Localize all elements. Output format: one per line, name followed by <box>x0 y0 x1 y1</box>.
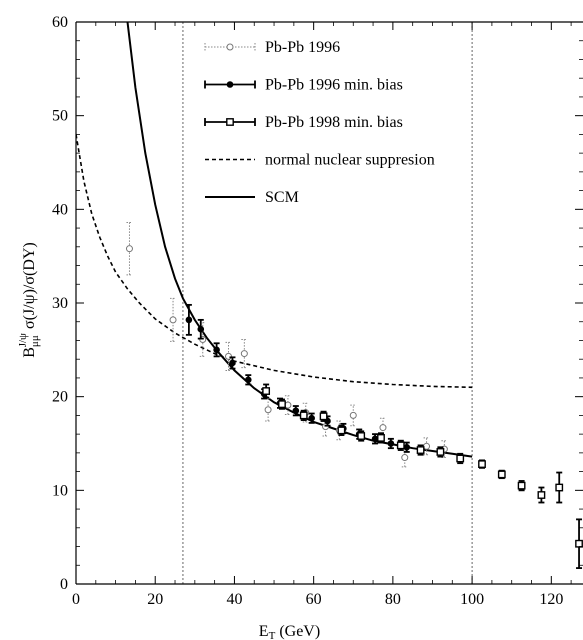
axes: 0 10 20 30 40 50 60 0 20 40 60 80 100 120 <box>52 14 583 608</box>
data-point <box>537 491 546 499</box>
data-point <box>169 316 177 324</box>
data-point <box>229 359 236 367</box>
x-tick-label: 80 <box>385 591 401 608</box>
x-tick-label: 120 <box>539 591 563 608</box>
axis-titles: ET (GeV) BμμJ/ψ σ(J/ψ)/σ(DY) <box>17 242 320 640</box>
series-2 <box>185 303 411 453</box>
y-tick-label: 30 <box>52 295 68 312</box>
legend-label: Pb-Pb 1996 <box>265 39 340 56</box>
x-tick-label: 20 <box>147 591 163 608</box>
data-point <box>264 406 272 414</box>
x-axis-title: ET (GeV) <box>259 623 320 640</box>
y-tick-label: 60 <box>52 14 68 31</box>
data-point <box>357 432 366 440</box>
y-tick-label: 20 <box>52 389 68 406</box>
error-bar <box>241 339 248 369</box>
data-point <box>240 350 248 358</box>
data-point <box>379 424 387 432</box>
legend-item: SCM <box>205 189 299 206</box>
data-point <box>308 414 315 422</box>
data-points <box>125 221 583 569</box>
error-bar <box>126 221 133 276</box>
y-tick-label: 0 <box>60 576 68 593</box>
y-tick-label: 10 <box>52 482 68 499</box>
legend-marker <box>226 118 234 126</box>
data-point <box>396 441 405 450</box>
data-point <box>278 400 286 409</box>
error-bar <box>441 440 448 459</box>
error-bar <box>225 341 232 371</box>
data-point <box>436 448 445 456</box>
data-point <box>371 435 379 443</box>
data-point <box>403 443 411 451</box>
series-3 <box>262 383 583 569</box>
error-bar <box>423 437 430 456</box>
legend-marker <box>226 81 234 88</box>
data-point <box>575 539 583 548</box>
normal-suppression-curve <box>76 134 473 389</box>
legend-label: normal nuclear suppresion <box>265 152 435 169</box>
data-point <box>245 376 252 384</box>
y-axis-title: BμμJ/ψ σ(J/ψ)/σ(DY) <box>17 242 41 358</box>
legend-item: normal nuclear suppresion <box>205 152 435 169</box>
legend-label: SCM <box>265 189 299 206</box>
data-point <box>185 316 193 324</box>
x-tick-label: 60 <box>306 591 322 608</box>
data-point <box>337 426 346 435</box>
legend-item: Pb-Pb 1998 min. bias <box>204 114 403 131</box>
legend-item: Pb-Pb 1996 <box>204 39 340 56</box>
legend-label: Pb-Pb 1998 min. bias <box>265 114 403 131</box>
y-tick-label: 40 <box>52 201 68 218</box>
data-point <box>197 325 205 333</box>
data-point <box>224 352 232 360</box>
data-point <box>299 411 308 420</box>
legend-marker <box>226 43 234 51</box>
x-tick-label: 0 <box>72 591 80 608</box>
legend-item: Pb-Pb 1996 min. bias <box>204 77 403 94</box>
y-tick-label: 50 <box>52 108 68 125</box>
series-1 <box>125 221 448 468</box>
data-point <box>478 460 486 469</box>
x-tick-label: 100 <box>460 591 484 608</box>
data-point <box>349 411 357 419</box>
data-point <box>377 433 385 442</box>
data-point <box>456 454 465 463</box>
data-point <box>319 412 328 421</box>
reference-lines <box>182 22 473 584</box>
data-point <box>555 483 564 492</box>
legend: Pb-Pb 1996 Pb-Pb 1996 min. bias Pb-Pb 1998… <box>204 39 435 206</box>
data-point <box>125 245 133 253</box>
data-point <box>213 346 220 354</box>
data-point <box>517 481 526 490</box>
data-point <box>497 470 506 479</box>
x-tick-label: 40 <box>226 591 242 608</box>
data-point <box>401 454 409 462</box>
data-point <box>292 407 300 415</box>
data-point <box>416 446 425 454</box>
legend-label: Pb-Pb 1996 min. bias <box>265 77 403 94</box>
data-point <box>262 387 271 395</box>
data-point <box>387 440 395 447</box>
